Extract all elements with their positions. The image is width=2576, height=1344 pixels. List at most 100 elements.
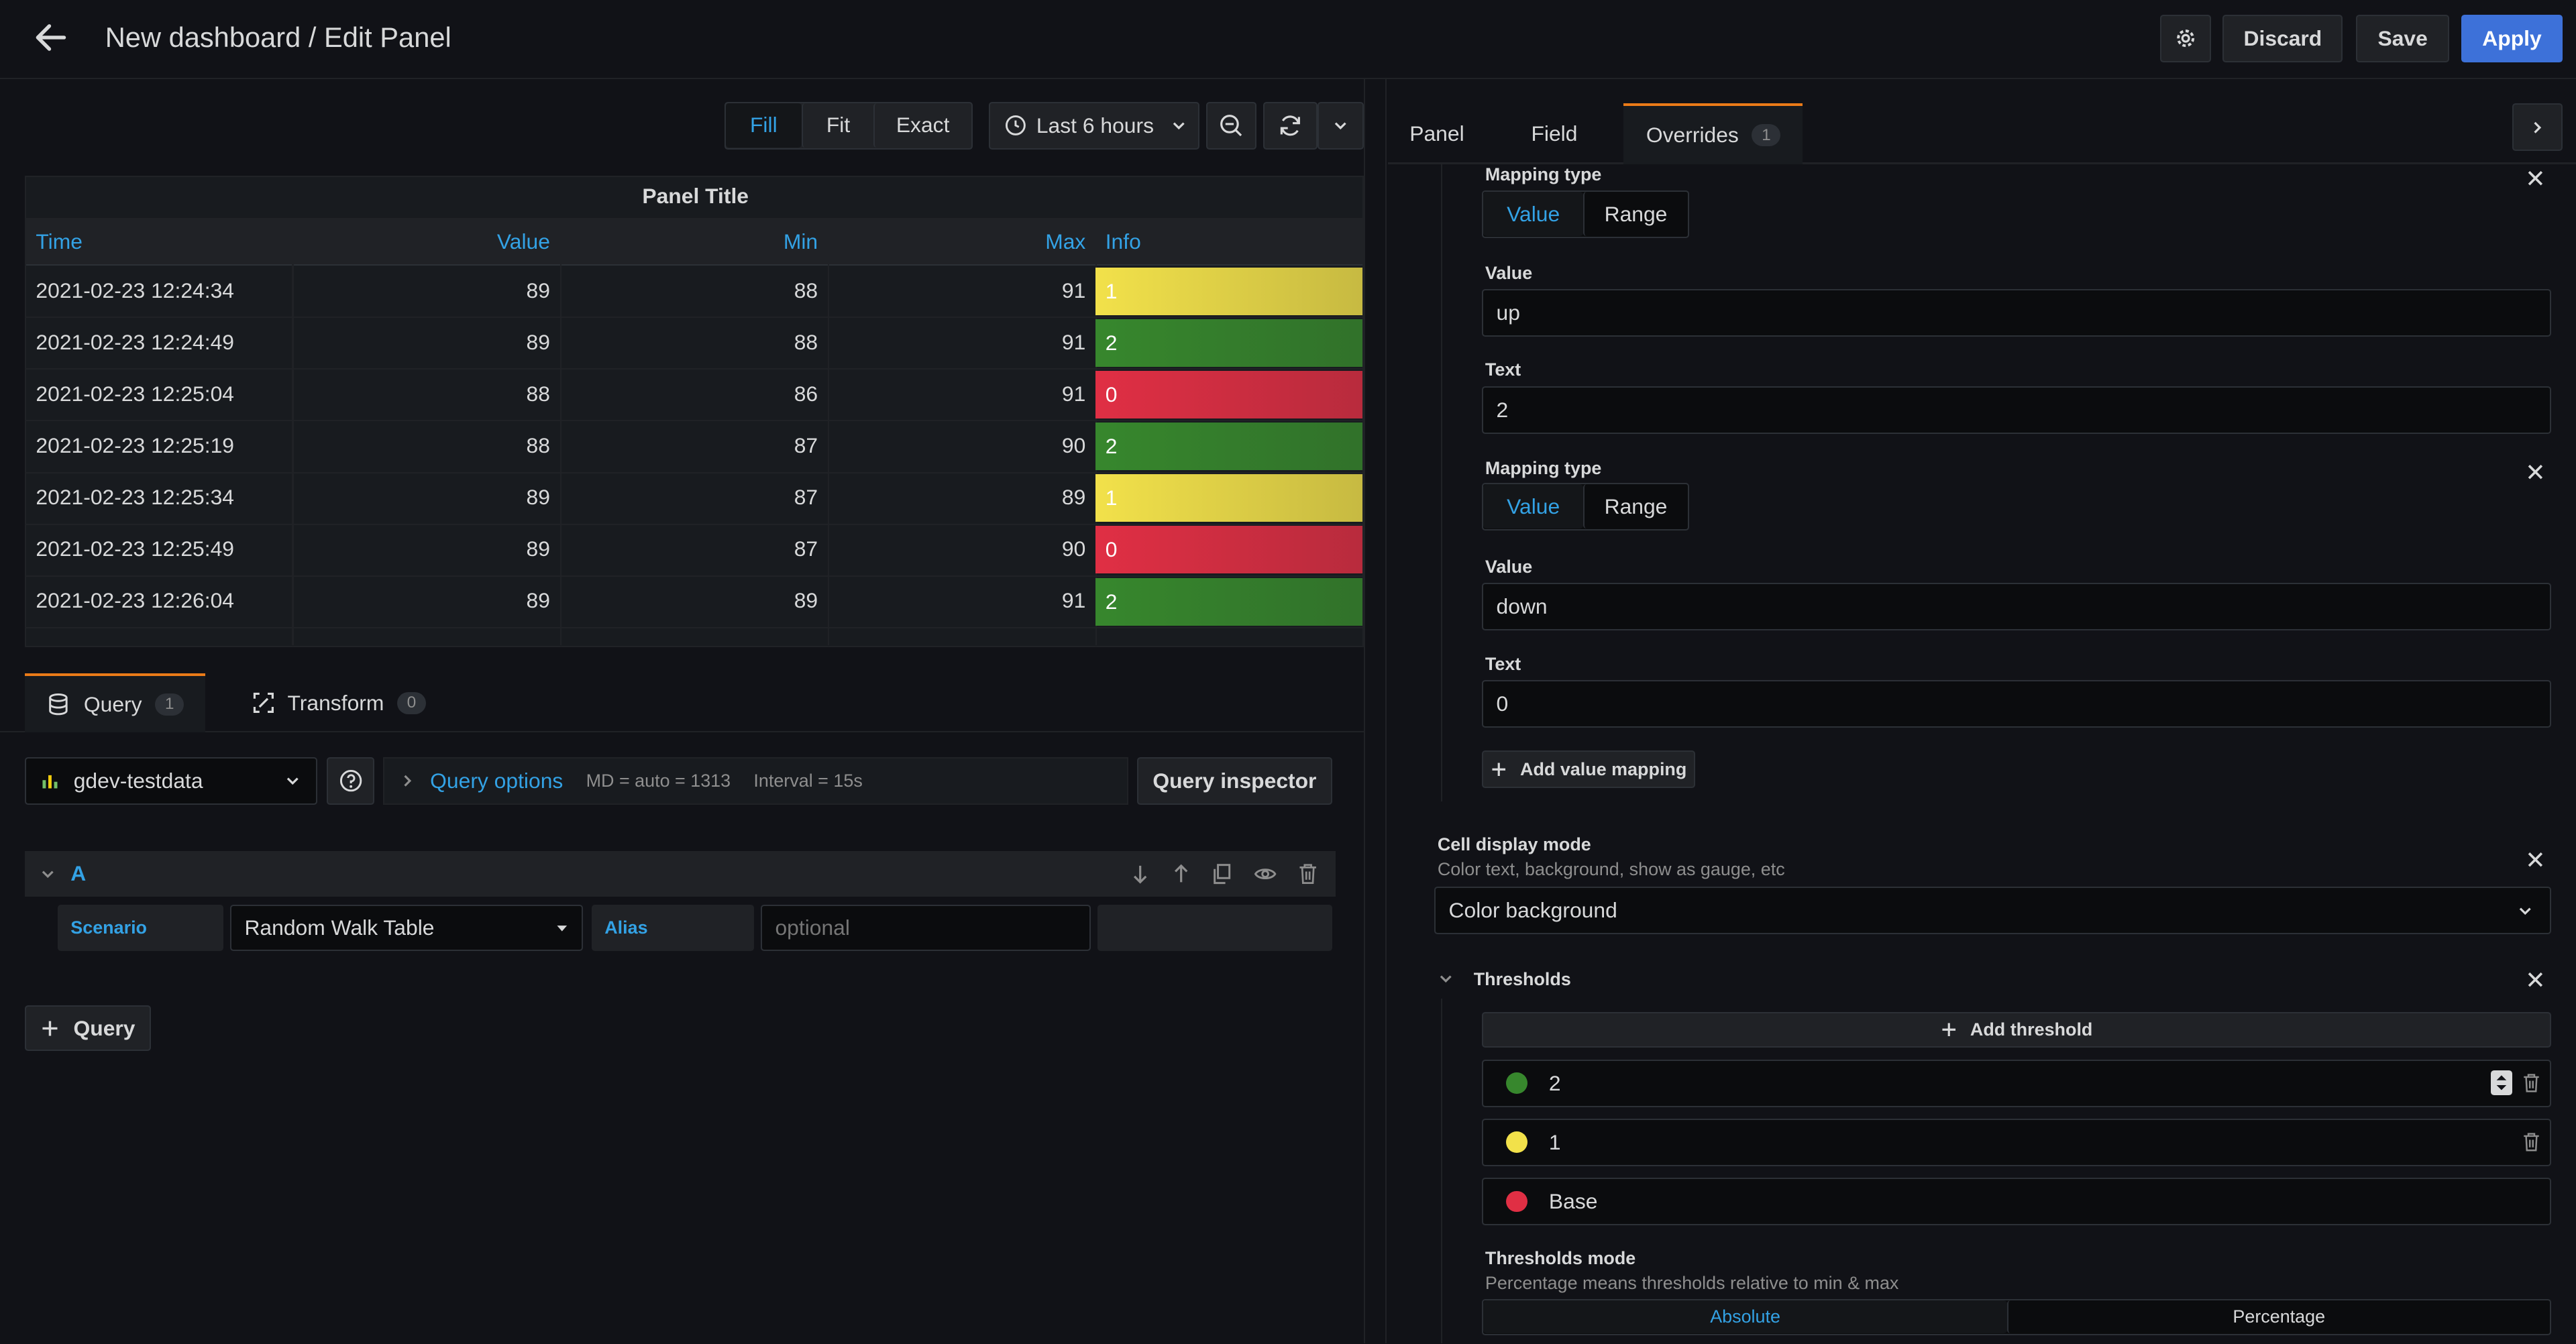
table-cell-time: 2021-02-23 12:25:04 — [36, 381, 234, 406]
exact-option[interactable]: Exact — [873, 103, 970, 148]
mapping-type-range-option[interactable]: Range — [1583, 192, 1686, 237]
tab-field[interactable]: Field — [1531, 121, 1578, 146]
close-icon[interactable]: ✕ — [2525, 966, 2546, 994]
zoom-out-button[interactable] — [1205, 101, 1257, 150]
close-icon[interactable]: ✕ — [2525, 164, 2546, 192]
threshold-value: 1 — [1548, 1129, 1561, 1154]
tab-overrides[interactable]: Overrides 1 — [1623, 103, 1803, 164]
refresh-button[interactable] — [1263, 101, 1318, 150]
add-threshold-button[interactable]: Add threshold — [1481, 1011, 2552, 1048]
mapping-value-input[interactable]: up — [1481, 289, 2552, 337]
threshold-row[interactable]: Base — [1481, 1177, 2552, 1225]
time-picker[interactable]: Last 6 hours — [989, 101, 1199, 150]
percentage-option[interactable]: Percentage — [2007, 1300, 2549, 1334]
trash-icon[interactable] — [2522, 1131, 2540, 1153]
alias-input[interactable] — [760, 905, 1091, 951]
cell-display-mode-value: Color background — [1448, 898, 1617, 923]
back-arrow-icon[interactable] — [33, 19, 69, 56]
table-row[interactable] — [25, 421, 1362, 473]
panel-title[interactable]: Panel Title — [642, 183, 749, 208]
column-header-value[interactable]: Value — [496, 229, 550, 254]
table-cell-min: 87 — [794, 537, 818, 561]
table-row[interactable] — [25, 524, 1362, 577]
collapse-chevron-icon[interactable] — [1438, 970, 1454, 987]
trash-icon[interactable] — [2522, 1072, 2540, 1094]
threshold-row[interactable]: 1 — [1481, 1118, 2552, 1166]
tab-query[interactable]: Query 1 — [24, 673, 206, 733]
query-row-header[interactable]: A — [24, 850, 1336, 897]
datasource-picker[interactable]: gdev-testdata — [24, 757, 317, 805]
tab-query-label: Query — [83, 691, 142, 716]
tab-transform-count: 0 — [396, 691, 426, 714]
column-header-info[interactable]: Info — [1105, 229, 1141, 254]
fit-option[interactable]: Fit — [801, 103, 874, 148]
threshold-color-swatch[interactable] — [1506, 1072, 1528, 1095]
refresh-interval-dropdown[interactable] — [1318, 101, 1364, 150]
close-icon[interactable]: ✕ — [2525, 459, 2546, 487]
table-cell-max: 91 — [1061, 381, 1086, 406]
cell-display-mode-label: Cell display mode — [1437, 834, 1591, 855]
add-value-mapping-button[interactable]: Add value mapping — [1481, 750, 1696, 789]
threshold-color-swatch[interactable] — [1506, 1190, 1528, 1213]
cell-display-mode-select[interactable]: Color background — [1434, 887, 2552, 935]
apply-button[interactable]: Apply — [2461, 15, 2563, 63]
mapping-type-toggle: Value Range — [1481, 190, 1689, 239]
column-header-min[interactable]: Min — [783, 229, 818, 254]
chevron-down-icon — [2520, 907, 2532, 915]
absolute-option[interactable]: Absolute — [1483, 1300, 2008, 1334]
duplicate-icon[interactable] — [1212, 862, 1232, 885]
trash-icon[interactable] — [1298, 862, 1318, 885]
mapping-value-input[interactable]: down — [1481, 583, 2552, 631]
threshold-value: 2 — [1548, 1070, 1561, 1095]
fill-option[interactable]: Fill — [726, 103, 802, 148]
stepper-icon[interactable] — [2491, 1070, 2512, 1096]
scenario-select[interactable]: Random Walk Table — [229, 905, 584, 951]
mapping-type-value-option[interactable]: Value — [1483, 484, 1584, 529]
move-down-icon[interactable] — [1130, 862, 1150, 885]
close-icon[interactable]: ✕ — [2525, 846, 2546, 875]
table-row[interactable] — [25, 473, 1362, 525]
query-options-label: Query options — [430, 768, 564, 793]
query-options-bar[interactable]: Query options MD = auto = 1313 Interval … — [382, 757, 1129, 805]
collapse-options-button[interactable] — [2512, 103, 2563, 152]
zoom-out-icon — [1220, 115, 1242, 137]
tab-panel[interactable]: Panel — [1409, 121, 1464, 146]
column-header-time[interactable]: Time — [36, 229, 83, 254]
discard-button[interactable]: Discard — [2222, 15, 2343, 63]
alias-label: Alias — [591, 905, 755, 951]
table-cell-time: 2021-02-23 12:24:34 — [36, 278, 234, 302]
table-cell-info: 1 — [1095, 474, 1362, 522]
query-inspector-button[interactable]: Query inspector — [1136, 757, 1333, 805]
mapping-type-range-option[interactable]: Range — [1583, 484, 1686, 529]
table-cell-value: 89 — [526, 537, 550, 561]
table-cell-time: 2021-02-23 12:24:49 — [36, 329, 234, 354]
column-header-max[interactable]: Max — [1045, 229, 1086, 254]
eye-icon[interactable] — [1254, 862, 1277, 885]
settings-button[interactable] — [2160, 15, 2212, 63]
help-button[interactable] — [327, 757, 375, 805]
tab-transform[interactable]: Transform 0 — [230, 673, 443, 732]
table-row[interactable] — [25, 576, 1362, 629]
move-up-icon[interactable] — [1171, 862, 1191, 885]
table-cell-min: 88 — [794, 329, 818, 354]
table-row[interactable] — [25, 370, 1362, 422]
mapping-text-input[interactable]: 2 — [1481, 386, 2552, 434]
table-cell-value: 89 — [526, 588, 550, 613]
refresh-icon — [1281, 115, 1301, 136]
collapse-chevron-icon[interactable] — [40, 866, 56, 882]
chevron-right-icon — [404, 775, 411, 787]
add-query-button[interactable]: Query — [24, 1005, 152, 1052]
chevron-down-icon — [286, 777, 299, 785]
save-button[interactable]: Save — [2355, 15, 2450, 63]
tab-overrides-count: 1 — [1752, 124, 1781, 147]
interval-value: Interval = 15s — [753, 770, 863, 791]
table-row[interactable] — [25, 317, 1362, 370]
mapping-text-input[interactable]: 0 — [1481, 679, 2552, 728]
mapping-type-value-option[interactable]: Value — [1483, 192, 1584, 237]
threshold-row[interactable]: 2 — [1481, 1059, 2552, 1107]
threshold-color-swatch[interactable] — [1506, 1131, 1528, 1154]
table-cell-time: 2021-02-23 12:25:19 — [36, 433, 234, 457]
split-divider[interactable] — [1363, 78, 1387, 1344]
table-row[interactable] — [25, 266, 1362, 319]
table-cell-max: 91 — [1061, 329, 1086, 354]
